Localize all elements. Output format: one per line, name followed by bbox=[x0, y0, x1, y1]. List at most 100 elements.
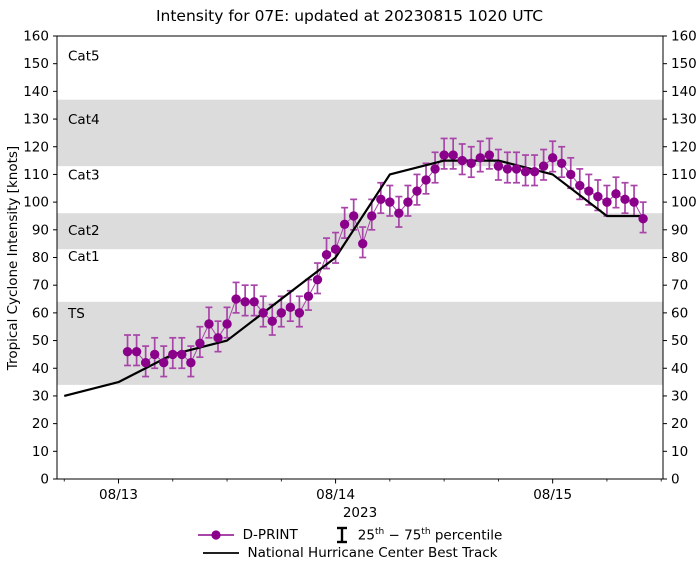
y-tick-label-right: 100 bbox=[671, 195, 697, 211]
y-tick-label-left: 90 bbox=[32, 222, 49, 238]
dprint-dot bbox=[611, 189, 621, 199]
dprint-dot bbox=[629, 197, 639, 207]
dprint-dot bbox=[511, 164, 522, 174]
dprint-dot bbox=[575, 180, 585, 191]
dprint-dot bbox=[186, 358, 196, 368]
dprint-dot bbox=[312, 274, 323, 285]
y-tick-label-left: 20 bbox=[32, 416, 49, 432]
y-tick-label-left: 10 bbox=[32, 444, 49, 460]
dprint-dot bbox=[330, 244, 341, 254]
y-tick-label-right: 90 bbox=[671, 222, 688, 238]
y-axis-ticks: 0 0 10 10 20 20 30 30 40 40 50 50 60 60 70 70 80 80 90 90 10… bbox=[23, 29, 697, 488]
dprint-dot bbox=[466, 158, 476, 169]
y-tick-label-right: 40 bbox=[671, 361, 688, 377]
x-tick-label: 08/14 bbox=[316, 487, 355, 503]
y-tick-label-right: 80 bbox=[671, 250, 688, 266]
dprint-dot bbox=[159, 358, 169, 368]
y-tick-label-right: 0 bbox=[671, 472, 680, 488]
dprint-dot bbox=[285, 302, 296, 313]
dprint-dot bbox=[620, 194, 630, 205]
y-tick-label-right: 20 bbox=[671, 416, 688, 432]
dprint-dot bbox=[122, 346, 133, 357]
legend-label-dprint: D-PRINT bbox=[242, 527, 298, 543]
dprint-dot bbox=[638, 214, 648, 224]
dprint-dot bbox=[149, 349, 160, 360]
dprint-dot bbox=[267, 316, 277, 326]
dprint-dot bbox=[430, 164, 440, 174]
dprint-dot bbox=[213, 333, 223, 343]
dprint-dot bbox=[168, 349, 178, 360]
dprint-dot bbox=[421, 175, 431, 185]
y-tick-label-left: 100 bbox=[23, 195, 49, 211]
dprint-dot bbox=[348, 211, 359, 221]
dprint-dot bbox=[403, 197, 413, 207]
y-tick-label-left: 150 bbox=[23, 56, 49, 72]
dprint-dot bbox=[204, 319, 214, 329]
dprint-dot bbox=[457, 155, 467, 166]
y-tick-label-left: 130 bbox=[23, 112, 49, 128]
dprint-dot bbox=[385, 197, 395, 207]
x-tick-label: 08/13 bbox=[99, 487, 138, 503]
dprint-dot bbox=[448, 150, 458, 160]
y-tick-label-right: 120 bbox=[671, 139, 697, 155]
y-tick-label-right: 160 bbox=[671, 29, 697, 45]
dprint-dot bbox=[177, 349, 187, 360]
dprint-dot bbox=[195, 338, 205, 349]
legend-label-percentile: 25th − 75th percentile bbox=[357, 526, 503, 544]
dprint-dot bbox=[131, 346, 142, 357]
dprint-dot bbox=[484, 150, 495, 160]
dprint-dot bbox=[439, 150, 449, 160]
band-label-cat1: Cat1 bbox=[68, 249, 100, 265]
dprint-dot bbox=[140, 358, 151, 368]
dprint-dot bbox=[376, 194, 386, 205]
y-tick-label-left: 120 bbox=[23, 139, 49, 155]
y-tick-label-right: 70 bbox=[671, 278, 688, 294]
y-tick-label-left: 70 bbox=[32, 278, 49, 294]
errorbar-legend-icon bbox=[336, 526, 347, 544]
y-tick-label-left: 140 bbox=[23, 84, 49, 100]
dprint-dot bbox=[303, 291, 314, 301]
dprint-dot bbox=[593, 191, 603, 202]
dprint-dot bbox=[240, 297, 250, 307]
dprint-dot bbox=[493, 161, 504, 171]
dprint-dot bbox=[529, 166, 540, 177]
dprint-legend-marker-icon bbox=[197, 530, 234, 540]
y-tick-label-left: 50 bbox=[32, 333, 49, 349]
legend-label-best-track: National Hurricane Center Best Track bbox=[247, 545, 498, 561]
dprint-dot bbox=[358, 238, 368, 249]
dprint-dot bbox=[231, 294, 241, 304]
dprint-dot bbox=[566, 169, 576, 180]
dprint-dot bbox=[556, 158, 567, 169]
y-tick-label-right: 60 bbox=[671, 305, 688, 321]
y-tick-label-right: 140 bbox=[671, 84, 697, 100]
band-label-cat2: Cat2 bbox=[68, 223, 100, 239]
best-track-legend-line-icon bbox=[202, 552, 239, 554]
dprint-dot bbox=[294, 308, 305, 318]
legend-row-1: D-PRINT 25th − 75th percentile bbox=[197, 526, 503, 544]
x-tick-label: 08/15 bbox=[533, 487, 572, 503]
y-tick-label-left: 30 bbox=[32, 388, 49, 404]
band-cat4 bbox=[57, 99, 663, 167]
dprint-dot bbox=[584, 186, 594, 196]
x-axis-ticks: 08/13 08/14 08/15 bbox=[63, 479, 662, 503]
y-tick-label-right: 110 bbox=[671, 167, 697, 183]
band-label-cat4: Cat4 bbox=[68, 112, 100, 128]
dprint-dot bbox=[321, 250, 332, 260]
y-axis-label: Tropical Cyclone Intensity [knots] bbox=[5, 145, 21, 371]
dprint-dot bbox=[475, 153, 485, 163]
dprint-dot bbox=[258, 308, 268, 318]
x-axis-label: 2023 bbox=[342, 505, 378, 521]
y-tick-label-left: 80 bbox=[32, 250, 49, 266]
dprint-connector-line bbox=[127, 154, 644, 364]
y-tick-label-left: 110 bbox=[23, 167, 49, 183]
y-tick-label-left: 40 bbox=[32, 361, 49, 377]
dprint-dot bbox=[602, 197, 612, 207]
dprint-dot bbox=[222, 319, 232, 329]
chart-title: Intensity for 07E: updated at 20230815 1… bbox=[155, 7, 544, 25]
y-tick-label-right: 50 bbox=[671, 333, 688, 349]
dprint-dot bbox=[502, 164, 513, 174]
band-label-cat5: Cat5 bbox=[68, 48, 100, 64]
y-tick-label-right: 30 bbox=[671, 388, 688, 404]
